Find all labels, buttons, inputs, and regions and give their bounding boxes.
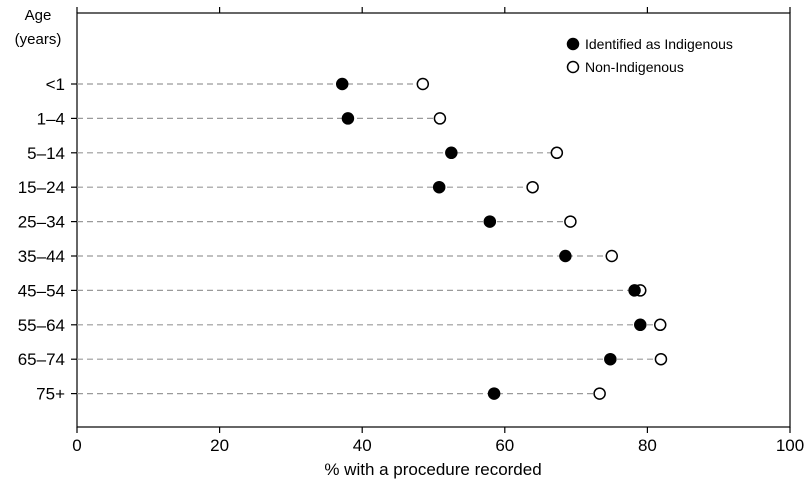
point-indigenous: [483, 215, 497, 228]
data-points: [335, 77, 668, 400]
legend-label-non-indigenous: Non-Indigenous: [585, 59, 684, 75]
point-indigenous: [445, 146, 458, 160]
x-tick-label: 100: [776, 436, 804, 455]
y-category-label: 45–54: [18, 281, 65, 300]
guide-lines: [77, 83, 661, 395]
point-non-indigenous: [593, 387, 606, 400]
legend: Identified as Indigenous Non-Indigenous: [566, 36, 733, 75]
legend-label-indigenous: Identified as Indigenous: [585, 36, 733, 52]
legend-marker-indigenous: [566, 37, 580, 51]
y-category-label: 75+: [36, 385, 65, 404]
point-indigenous: [634, 318, 647, 332]
x-axis-ticks: 0 20 40 60 80 100: [72, 7, 804, 455]
point-indigenous: [487, 387, 501, 400]
x-tick-label: 20: [210, 436, 229, 455]
point-non-indigenous: [605, 249, 618, 263]
point-non-indigenous: [653, 318, 667, 332]
point-indigenous: [341, 112, 355, 125]
point-indigenous: [628, 284, 641, 297]
point-indigenous: [559, 249, 572, 263]
y-category-label: 65–74: [18, 350, 65, 369]
y-axis-categories: <1 1–4 5–14 15–24 25–34 35–44 45–54 55–64 65–74 7…: [18, 75, 77, 404]
y-category-label: 55–64: [18, 316, 65, 335]
y-category-label: 1–4: [37, 109, 65, 128]
y-axis-title-line2: (years): [15, 31, 62, 48]
point-indigenous: [604, 352, 617, 366]
x-tick-label: 80: [638, 436, 657, 455]
y-category-label: 25–34: [18, 213, 65, 232]
y-category-label: 5–14: [27, 144, 65, 163]
y-category-label: 15–24: [18, 178, 65, 197]
point-non-indigenous: [433, 112, 447, 125]
point-non-indigenous: [550, 146, 564, 160]
point-non-indigenous: [416, 77, 430, 91]
point-non-indigenous: [564, 215, 577, 228]
x-tick-label: 60: [495, 436, 514, 455]
point-indigenous: [335, 77, 349, 91]
y-category-label: 35–44: [18, 247, 65, 266]
point-non-indigenous: [654, 352, 668, 366]
y-axis-title-line1: Age: [25, 7, 52, 24]
x-tick-label: 40: [353, 436, 372, 455]
x-tick-label: 0: [72, 436, 81, 455]
plot-frame: [76, 12, 791, 428]
x-axis-title: % with a procedure recorded: [324, 460, 541, 479]
y-category-label: <1: [46, 75, 65, 94]
plot-border: [76, 12, 791, 428]
point-indigenous: [432, 180, 446, 194]
point-non-indigenous: [526, 180, 539, 194]
legend-marker-non-indigenous: [566, 60, 580, 74]
